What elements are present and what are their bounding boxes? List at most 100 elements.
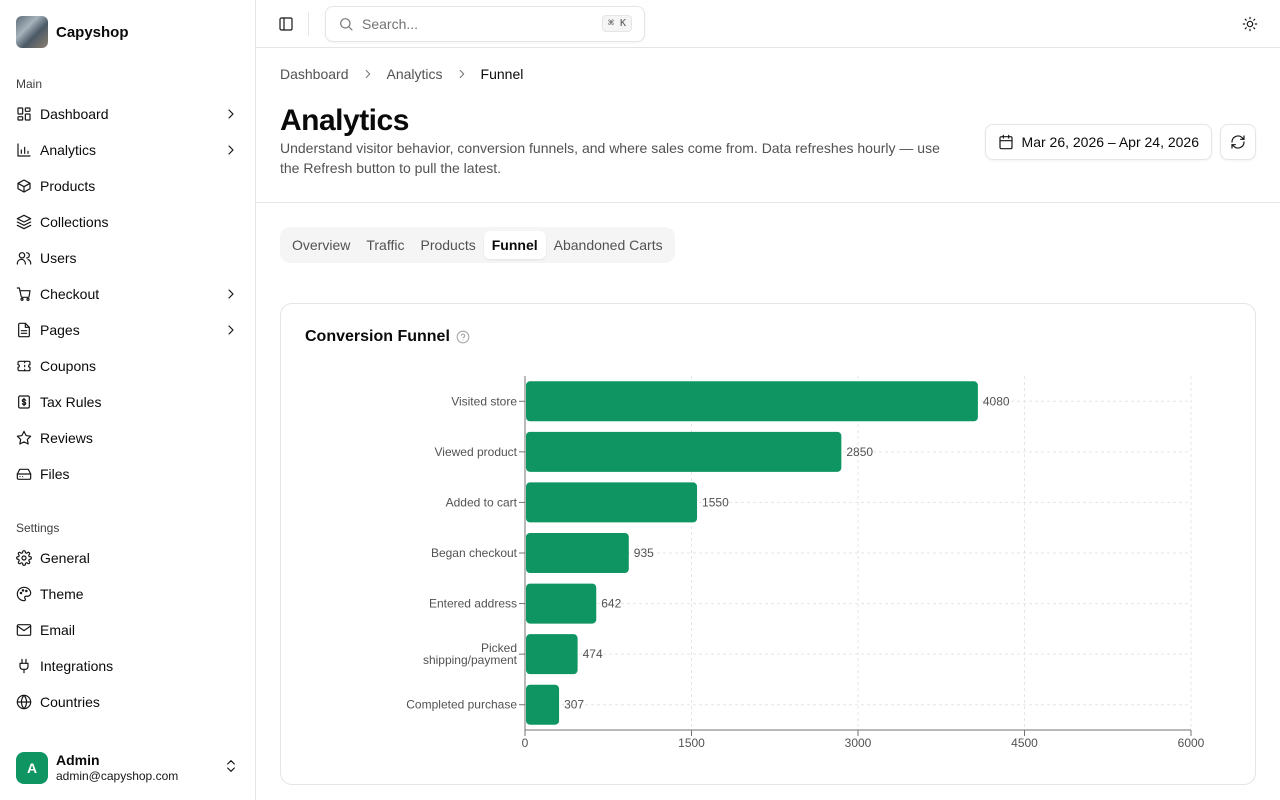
category-label: Began checkout	[431, 546, 518, 560]
sidebar-item-pages[interactable]: Pages	[8, 312, 247, 348]
x-tick-label: 0	[522, 736, 529, 750]
sidebar-item-label: Countries	[40, 694, 100, 710]
plug-icon	[16, 658, 32, 674]
category-label: Entered address	[429, 597, 517, 611]
mail-icon	[16, 622, 32, 638]
chevrons-up-down-icon	[223, 758, 239, 779]
x-tick-label: 6000	[1178, 736, 1205, 750]
box-icon	[16, 178, 32, 194]
theme-toggle-button[interactable]	[1236, 10, 1264, 38]
sidebar-item-tax-rules[interactable]: Tax Rules	[8, 384, 247, 420]
header-actions: Mar 26, 2026 – Apr 24, 2026	[984, 124, 1256, 178]
panel-left-icon	[279, 16, 293, 31]
refresh-button[interactable]	[1220, 124, 1256, 160]
main-nav: Dashboard Analytics Products Collections Use…	[0, 96, 255, 492]
data-label: 307	[564, 698, 584, 712]
conversion-funnel-card: Conversion Funnel 4080 Visited store 2850 V…	[280, 303, 1256, 785]
sidebar-item-checkout[interactable]: Checkout	[8, 276, 247, 312]
sidebar-item-label: Collections	[40, 214, 109, 230]
sidebar-item-dashboard[interactable]: Dashboard	[8, 96, 247, 132]
user-menu[interactable]: A Admin admin@capyshop.com	[8, 744, 247, 792]
main: Search... ⌘ K Dashboard Analytics Funnel…	[256, 0, 1280, 800]
brand-name: Capyshop	[56, 23, 129, 41]
help-icon[interactable]	[456, 330, 470, 344]
chevron-right-icon	[361, 67, 375, 81]
sidebar-item-label: Reviews	[40, 430, 93, 446]
search-icon	[340, 17, 353, 31]
funnel-bar	[526, 482, 698, 523]
sidebar-item-general[interactable]: General	[8, 540, 247, 576]
calendar-icon	[998, 134, 1013, 150]
user-email: admin@capyshop.com	[56, 769, 179, 783]
category-label: Added to cart	[446, 495, 518, 509]
sidebar-item-label: Tax Rules	[40, 394, 102, 410]
data-label: 935	[634, 546, 654, 560]
sidebar-item-label: Files	[40, 466, 70, 482]
refresh-icon	[1231, 135, 1245, 149]
sidebar-item-label: Theme	[40, 586, 84, 602]
dollar-icon	[16, 394, 32, 410]
sun-icon	[1242, 16, 1258, 31]
chevron-right-icon	[455, 67, 469, 81]
x-tick-label: 4500	[1011, 736, 1038, 750]
sidebar-item-products[interactable]: Products	[8, 168, 247, 204]
sidebar-item-collections[interactable]: Collections	[8, 204, 247, 240]
category-label: Completed purchase	[406, 698, 517, 712]
drive-icon	[16, 466, 32, 482]
star-icon	[16, 430, 32, 446]
sidebar-item-reviews[interactable]: Reviews	[8, 420, 247, 456]
topbar: Search... ⌘ K	[256, 0, 1280, 48]
tab-funnel[interactable]: Funnel	[483, 231, 546, 259]
section-label-main: Main	[16, 77, 43, 91]
sidebar: Capyshop Main Dashboard Analytics Products…	[0, 0, 256, 800]
avatar: A	[16, 752, 48, 784]
section-label-settings: Settings	[16, 521, 60, 535]
sidebar-item-label: Coupons	[40, 358, 97, 374]
globe-icon	[16, 694, 32, 710]
sidebar-item-users[interactable]: Users	[8, 240, 247, 276]
data-label: 2850	[846, 445, 873, 459]
divider	[308, 11, 309, 36]
analytics-tabs: Overview Traffic Products Funnel Abandoned C…	[280, 227, 675, 263]
funnel-bar	[526, 533, 629, 573]
chevron-right-icon	[223, 322, 239, 338]
category-label: Visited store	[451, 394, 517, 408]
users-icon	[16, 250, 32, 266]
tab-traffic[interactable]: Traffic	[366, 237, 405, 253]
breadcrumb-dashboard[interactable]: Dashboard	[280, 66, 349, 82]
title-block: Analytics Understand visitor behavior, c…	[280, 104, 950, 178]
sidebar-item-integrations[interactable]: Integrations	[8, 648, 247, 684]
cart-icon	[16, 286, 32, 302]
sidebar-item-label: Checkout	[40, 286, 100, 302]
sidebar-item-analytics[interactable]: Analytics	[8, 132, 247, 168]
sidebar-item-email[interactable]: Email	[8, 612, 247, 648]
settings-nav: General Theme Email Integrations Countries	[0, 540, 255, 720]
sidebar-item-label: Dashboard	[40, 106, 109, 122]
breadcrumb-analytics[interactable]: Analytics	[386, 66, 443, 82]
sidebar-item-label: Users	[40, 250, 77, 266]
tab-abandoned-carts[interactable]: Abandoned Carts	[553, 237, 663, 253]
page-title: Analytics	[280, 104, 409, 137]
sidebar-item-coupons[interactable]: Coupons	[8, 348, 247, 384]
x-tick-label: 1500	[678, 736, 705, 750]
funnel-bar	[526, 684, 560, 725]
sidebar-item-files[interactable]: Files	[8, 456, 247, 492]
chevron-right-icon	[223, 106, 239, 122]
chevron-right-icon	[223, 142, 239, 158]
date-range-button[interactable]: Mar 26, 2026 – Apr 24, 2026	[984, 124, 1212, 160]
sidebar-item-countries[interactable]: Countries	[8, 684, 247, 720]
data-label: 642	[601, 597, 621, 611]
user-meta: Admin admin@capyshop.com	[56, 752, 223, 784]
user-name: Admin	[56, 752, 100, 768]
search-input[interactable]: Search... ⌘ K	[325, 5, 645, 42]
card-title-text: Conversion Funnel	[305, 328, 450, 345]
sidebar-toggle-button[interactable]	[272, 10, 300, 38]
palette-icon	[16, 586, 32, 602]
brand[interactable]: Capyshop	[0, 0, 255, 48]
sidebar-item-label: Email	[40, 622, 76, 638]
page-header: Dashboard Analytics Funnel Analytics Und…	[256, 48, 1280, 203]
tab-overview[interactable]: Overview	[292, 237, 351, 253]
layers-icon	[16, 214, 32, 230]
sidebar-item-theme[interactable]: Theme	[8, 576, 247, 612]
tab-products[interactable]: Products	[420, 237, 476, 253]
